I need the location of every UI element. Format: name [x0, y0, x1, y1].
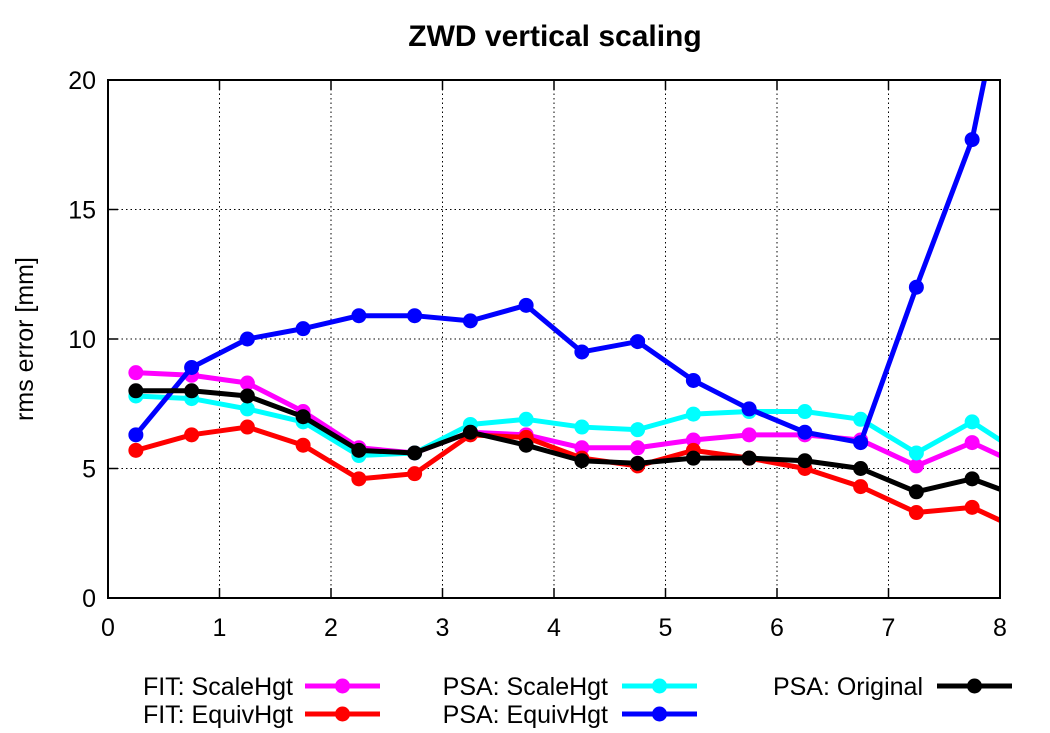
data-point-psa-scalehgt — [239, 401, 255, 417]
legend-label: PSA: EquivHgt — [443, 701, 608, 729]
series-line-psa-original — [133, 388, 1000, 495]
data-point-psa-scalehgt — [518, 411, 534, 427]
x-tick-label: 7 — [882, 614, 896, 642]
x-tick-label: 2 — [324, 614, 338, 642]
legend-item-psa-original: PSA: Original — [773, 673, 1012, 701]
data-point-fit-scalehgt — [630, 440, 646, 456]
x-tick-label: 6 — [770, 614, 784, 642]
data-point-psa-equivhgt — [239, 331, 255, 347]
data-point-psa-original — [462, 424, 478, 440]
legend-item-fit-equivhgt: FIT: EquivHgt — [143, 701, 380, 729]
legend-label: FIT: ScaleHgt — [143, 673, 293, 701]
data-point-fit-scalehgt — [685, 432, 701, 448]
legend-label: PSA: Original — [773, 673, 923, 701]
y-tick-label: 15 — [68, 197, 96, 225]
data-point-psa-scalehgt — [797, 404, 813, 420]
data-point-psa-original — [574, 453, 590, 469]
x-tick-label: 5 — [659, 614, 673, 642]
data-point-psa-equivhgt — [574, 344, 590, 360]
data-point-psa-original — [630, 455, 646, 471]
data-point-psa-original — [908, 484, 924, 500]
x-tick-label: 8 — [993, 614, 1007, 642]
data-point-fit-scalehgt — [574, 440, 590, 456]
data-point-psa-original — [741, 450, 757, 466]
axis-ticks: 0 1 2 3 4 5 6 7 8 0 5 10 15 20 — [68, 67, 1007, 642]
legend-swatch-marker — [652, 706, 667, 722]
series-lines — [128, 80, 1000, 523]
series-psa-original — [128, 383, 1000, 500]
data-point-fit-equivhgt — [239, 419, 255, 435]
data-point-fit-equivhgt — [128, 442, 144, 458]
data-point-fit-equivhgt — [908, 505, 924, 521]
plot-frame — [107, 79, 1001, 599]
data-point-fit-equivhgt — [964, 499, 980, 515]
data-point-psa-scalehgt — [685, 406, 701, 422]
x-tick-label: 0 — [101, 614, 115, 642]
data-point-psa-scalehgt — [908, 445, 924, 461]
data-point-fit-scalehgt — [239, 375, 255, 391]
legend-swatch-marker — [335, 678, 350, 694]
data-point-psa-original — [184, 383, 200, 399]
data-point-psa-equivhgt — [741, 401, 757, 417]
series-line-psa-equivhgt — [133, 80, 987, 446]
data-point-psa-original — [128, 383, 144, 399]
legend-item-psa-equivhgt: PSA: EquivHgt — [443, 701, 697, 729]
data-point-psa-original — [797, 453, 813, 469]
data-point-psa-equivhgt — [685, 372, 701, 388]
data-point-psa-equivhgt — [797, 424, 813, 440]
data-point-fit-scalehgt — [741, 427, 757, 443]
data-point-psa-scalehgt — [853, 411, 869, 427]
data-point-fit-equivhgt — [184, 427, 200, 443]
data-point-psa-original — [351, 442, 367, 458]
data-point-fit-scalehgt — [128, 365, 144, 381]
y-tick-label: 20 — [68, 67, 96, 95]
data-point-psa-equivhgt — [128, 427, 144, 443]
data-point-psa-equivhgt — [964, 132, 980, 148]
data-point-fit-scalehgt — [964, 435, 980, 451]
data-point-psa-equivhgt — [184, 359, 200, 375]
data-point-psa-original — [295, 409, 311, 425]
legend-item-fit-scalehgt: FIT: ScaleHgt — [143, 673, 380, 701]
legend-swatch-marker — [652, 678, 667, 694]
data-point-fit-equivhgt — [351, 471, 367, 487]
data-point-psa-equivhgt — [630, 334, 646, 350]
data-point-fit-equivhgt — [853, 479, 869, 495]
data-point-psa-original — [853, 461, 869, 476]
series-psa-equivhgt — [128, 80, 987, 451]
data-point-psa-equivhgt — [295, 321, 311, 337]
data-point-psa-equivhgt — [853, 435, 869, 451]
legend-swatch-marker — [967, 678, 982, 694]
data-point-fit-scalehgt — [908, 458, 924, 474]
y-tick-label: 0 — [82, 585, 96, 613]
y-tick-label: 5 — [82, 456, 96, 484]
data-point-psa-scalehgt — [964, 414, 980, 430]
x-tick-label: 4 — [547, 614, 561, 642]
data-point-psa-equivhgt — [351, 308, 367, 324]
legend-label: PSA: ScaleHgt — [443, 673, 608, 701]
chart-title: ZWD vertical scaling — [408, 20, 701, 53]
x-tick-label: 3 — [436, 614, 450, 642]
data-point-psa-equivhgt — [462, 313, 478, 329]
data-point-psa-original — [685, 450, 701, 466]
y-axis-label: rms error [mm] — [11, 257, 39, 421]
data-point-psa-original — [964, 471, 980, 487]
legend-swatch-marker — [335, 706, 350, 722]
data-point-fit-equivhgt — [407, 466, 423, 482]
data-point-fit-equivhgt — [295, 437, 311, 453]
legend-label: FIT: EquivHgt — [143, 701, 293, 729]
data-point-psa-original — [239, 388, 255, 404]
x-tick-label: 1 — [213, 614, 227, 642]
y-tick-label: 10 — [68, 326, 96, 354]
legend-item-psa-scalehgt: PSA: ScaleHgt — [443, 673, 697, 701]
data-point-psa-original — [518, 437, 534, 453]
data-point-psa-original — [407, 445, 423, 461]
data-point-psa-equivhgt — [407, 308, 423, 324]
data-point-psa-equivhgt — [908, 279, 924, 295]
data-point-psa-scalehgt — [630, 422, 646, 438]
data-point-psa-equivhgt — [518, 297, 534, 313]
data-point-psa-scalehgt — [574, 419, 590, 435]
